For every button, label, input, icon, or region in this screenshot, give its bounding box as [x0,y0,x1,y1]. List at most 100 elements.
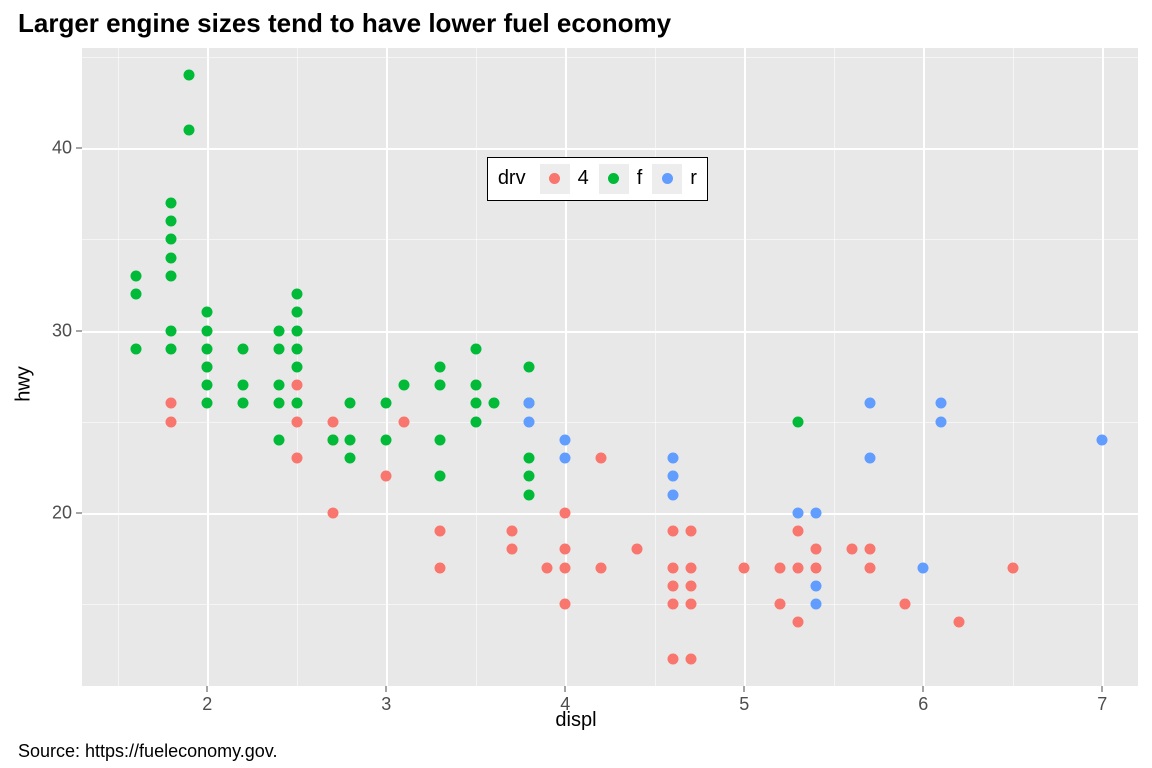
legend-item: 4 [540,164,589,194]
data-point [345,434,356,445]
y-tick-label: 30 [52,320,82,341]
data-point [685,580,696,591]
data-point [936,416,947,427]
data-point [560,544,571,555]
data-point [291,398,302,409]
data-point [685,562,696,573]
data-point [273,434,284,445]
data-point [184,125,195,136]
chart-caption: Source: https://fueleconomy.gov. [18,741,277,762]
data-point [524,362,535,373]
legend-key [599,164,629,194]
data-point [238,398,249,409]
data-point [238,380,249,391]
data-point [667,526,678,537]
data-point [202,307,213,318]
data-point [667,598,678,609]
y-axis-label: hwy [12,366,35,402]
data-point [327,507,338,518]
x-tick-label: 7 [1097,686,1107,715]
data-point [470,380,481,391]
data-point [524,489,535,500]
data-point [166,234,177,245]
data-point [238,343,249,354]
data-point [273,398,284,409]
data-point [864,453,875,464]
data-point [470,398,481,409]
data-point [166,325,177,336]
data-point [1097,434,1108,445]
gridline-h-major [82,331,1138,333]
gridline-v-major [386,48,388,686]
gridline-v-minor [834,48,835,686]
data-point [1007,562,1018,573]
data-point [434,362,445,373]
data-point [291,325,302,336]
data-point [166,398,177,409]
data-point [560,598,571,609]
data-point [596,453,607,464]
data-point [810,544,821,555]
data-point [596,562,607,573]
data-point [434,434,445,445]
data-point [685,598,696,609]
gridline-h-minor [82,422,1138,423]
gridline-h-minor [82,604,1138,605]
data-point [667,562,678,573]
data-point [166,270,177,281]
data-point [524,453,535,464]
data-point [846,544,857,555]
data-point [434,526,445,537]
data-point [542,562,553,573]
data-point [739,562,750,573]
data-point [327,434,338,445]
data-point [434,380,445,391]
gridline-v-major [744,48,746,686]
data-point [506,526,517,537]
data-point [470,416,481,427]
legend-key [540,164,570,194]
data-point [166,343,177,354]
panel-background [82,48,1138,686]
chart-container: Larger engine sizes tend to have lower f… [0,0,1152,768]
data-point [667,489,678,500]
data-point [166,416,177,427]
data-point [488,398,499,409]
data-point [291,453,302,464]
data-point [291,343,302,354]
legend: drv4fr [487,157,708,201]
legend-item: f [599,164,643,194]
data-point [667,453,678,464]
data-point [667,653,678,664]
x-tick-label: 5 [739,686,749,715]
data-point [936,398,947,409]
gridline-v-minor [476,48,477,686]
data-point [399,380,410,391]
circle-icon [608,173,619,184]
y-tick-label: 20 [52,502,82,523]
data-point [667,471,678,482]
data-point [434,562,445,573]
data-point [918,562,929,573]
chart-title: Larger engine sizes tend to have lower f… [18,8,671,39]
data-point [775,562,786,573]
gridline-v-minor [118,48,119,686]
data-point [381,398,392,409]
gridline-h-major [82,513,1138,515]
x-tick-label: 6 [918,686,928,715]
data-point [810,598,821,609]
data-point [685,526,696,537]
gridline-h-minor [82,57,1138,58]
data-point [864,544,875,555]
data-point [291,380,302,391]
data-point [470,343,481,354]
data-point [864,398,875,409]
data-point [900,598,911,609]
circle-icon [662,173,673,184]
data-point [381,434,392,445]
data-point [399,416,410,427]
data-point [560,507,571,518]
data-point [202,325,213,336]
gridline-h-major [82,148,1138,150]
data-point [202,362,213,373]
